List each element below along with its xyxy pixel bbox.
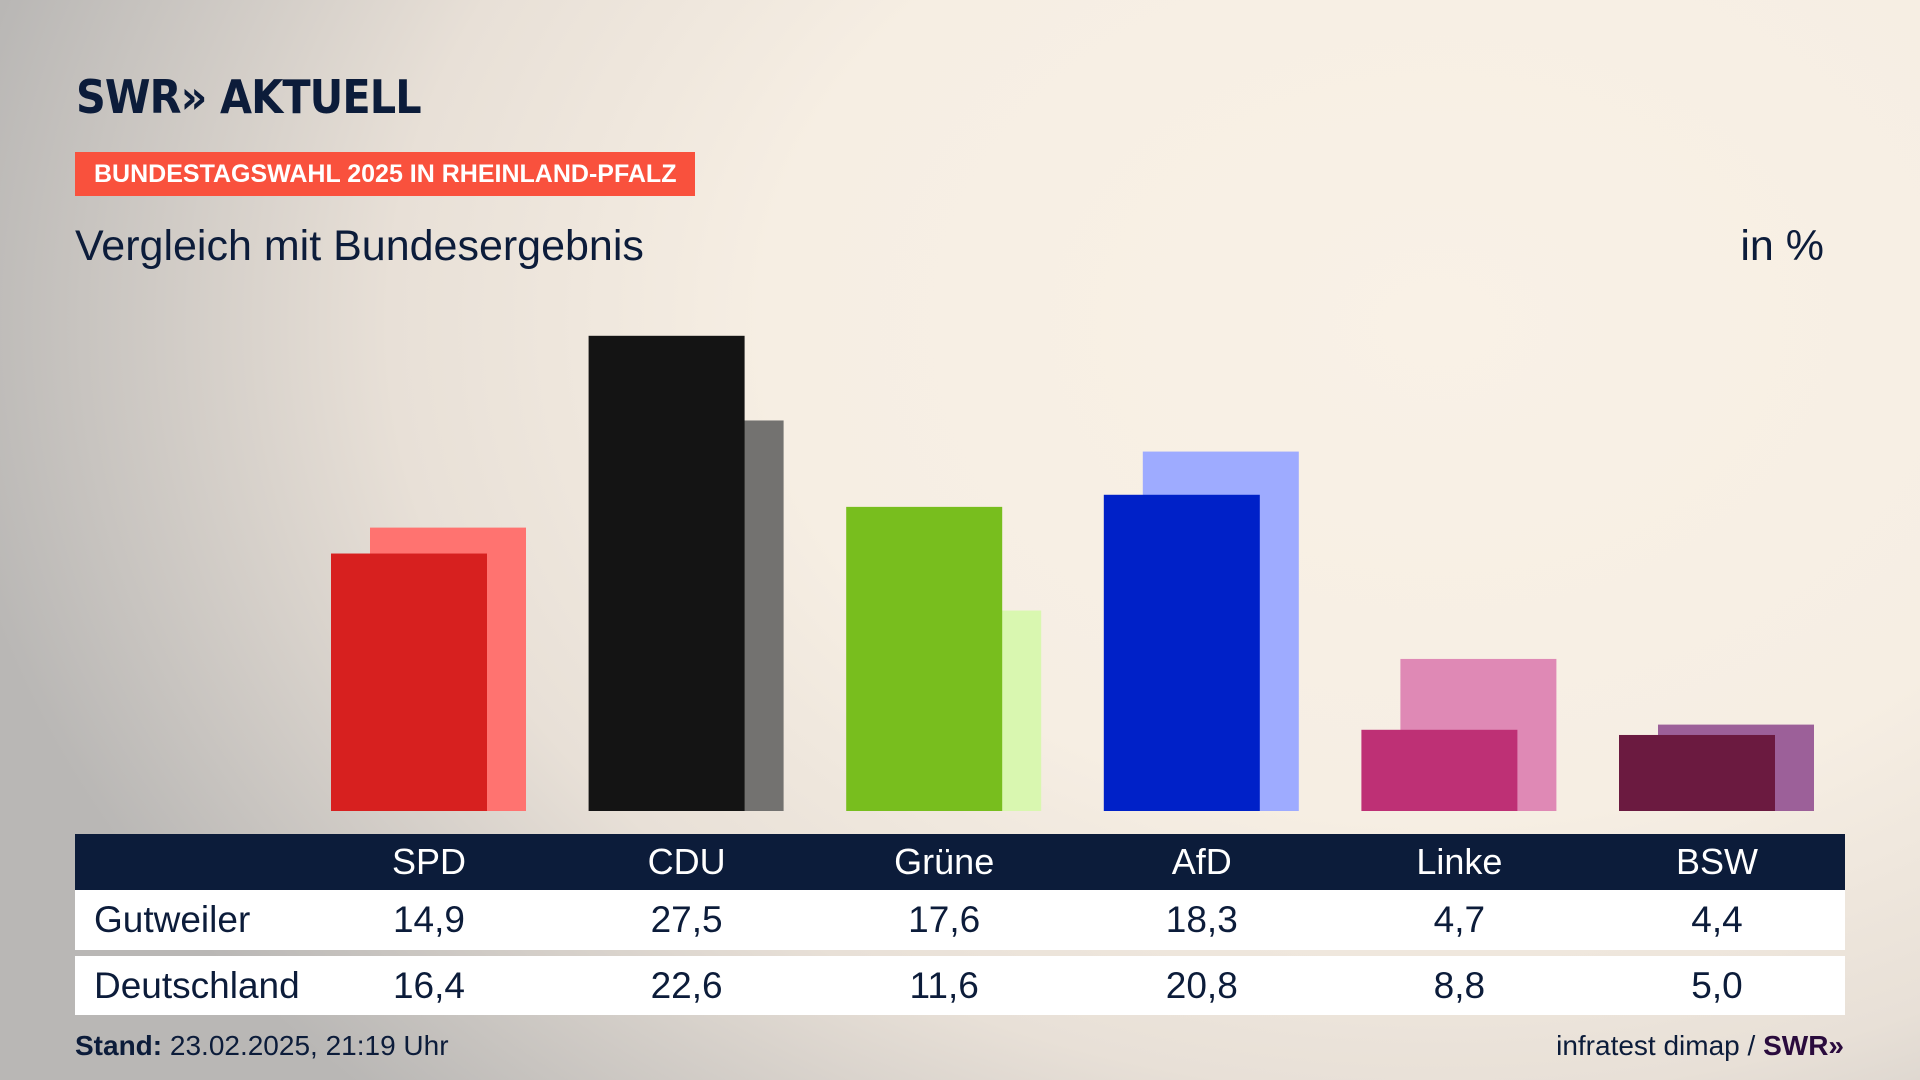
source: infratest dimap / SWR» [1556, 1030, 1844, 1062]
stand-label: Stand: [75, 1030, 163, 1061]
value-label: 11,6 [909, 964, 979, 1006]
bar-linke-gutweiler [1361, 729, 1518, 811]
timestamp: Stand: 23.02.2025, 21:19 Uhr [75, 1030, 449, 1062]
value-label: 22,6 [650, 964, 723, 1006]
swr-logo: SWR» [1763, 1030, 1844, 1061]
value-label: 4,4 [1691, 899, 1743, 940]
bar-spd-gutweiler [331, 553, 487, 811]
row-label: Deutschland [94, 964, 300, 1006]
column-header: AfD [1171, 841, 1232, 882]
table-row: Gutweiler 14,9 27,5 17,6 18,3 4,7 4,4 [75, 890, 1845, 950]
value-label: 16,4 [392, 964, 465, 1006]
swr-aktuell-logo: SWR» AKTUELL [76, 70, 422, 124]
source-text: infratest dimap / [1556, 1030, 1764, 1061]
table-row: Deutschland 16,4 22,6 11,6 20,8 8,8 5,0 [75, 956, 1845, 1015]
column-header: CDU [647, 841, 726, 882]
value-label: 17,6 [908, 899, 981, 940]
bar-afd-gutweiler [1103, 494, 1260, 811]
value-label: 20,8 [1165, 964, 1238, 1006]
column-header: BSW [1675, 841, 1758, 882]
election-tag: BUNDESTAGSWAHL 2025 IN RHEINLAND-PFALZ [75, 152, 696, 196]
value-label: 18,3 [1165, 899, 1238, 940]
value-label: 4,7 [1433, 899, 1486, 940]
value-label: 8,8 [1433, 964, 1486, 1006]
table-header: SPD CDU Grüne AfD Linke BSW [75, 834, 1845, 890]
bar-chart [331, 335, 1814, 811]
value-label: 27,5 [650, 899, 723, 940]
value-label: 14,9 [392, 899, 465, 940]
unit-label: in % [1740, 222, 1824, 270]
bar-grüne-gutweiler [846, 506, 1003, 811]
column-header: SPD [391, 841, 467, 882]
column-header: Grüne [894, 841, 995, 882]
bar-bsw-gutweiler [1619, 734, 1775, 811]
stand-value: 23.02.2025, 21:19 Uhr [169, 1030, 449, 1061]
row-label: Gutweiler [94, 899, 251, 940]
column-header: Linke [1416, 841, 1503, 882]
value-label: 5,0 [1691, 964, 1743, 1006]
bar-cdu-gutweiler [588, 335, 745, 811]
chart-title: Vergleich mit Bundesergebnis [75, 222, 644, 270]
